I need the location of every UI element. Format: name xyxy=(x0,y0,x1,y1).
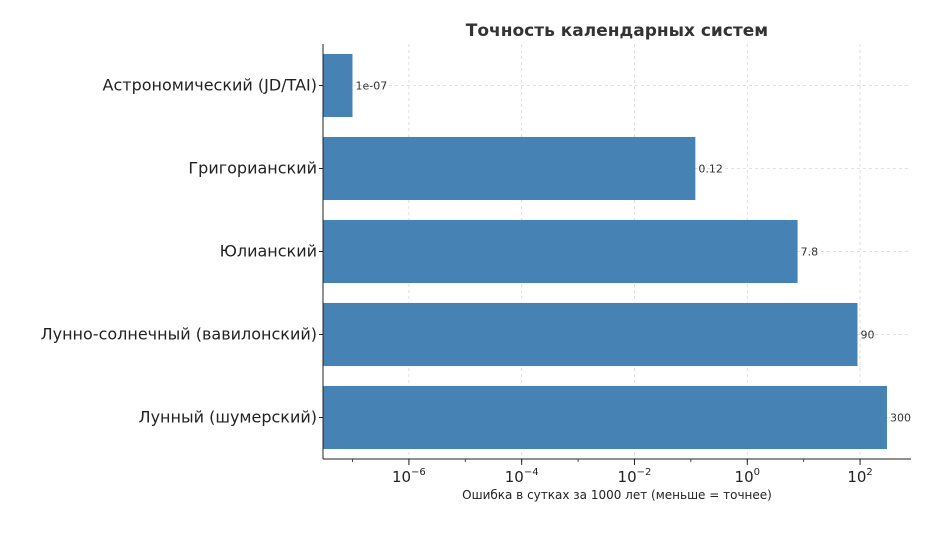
labels-layer: Астрономический (JD/TAI) 1e-07 Григорианск… xyxy=(41,76,911,487)
x-tick-label: 102 xyxy=(847,467,872,486)
x-tick-label: 10−6 xyxy=(392,467,426,486)
x-tick-exponent: −2 xyxy=(637,467,652,478)
x-tick-exponent: 0 xyxy=(754,467,760,478)
bar xyxy=(323,136,696,201)
bar xyxy=(323,302,858,367)
axes-layer xyxy=(319,44,911,465)
data-label: 300 xyxy=(890,412,911,425)
x-tick-label: 10−4 xyxy=(505,467,539,486)
category-label: Лунно-солнечный (вавилонский) xyxy=(41,325,317,344)
bar xyxy=(323,385,887,450)
category-label: Лунный (шумерский) xyxy=(139,408,317,427)
data-label: 7.8 xyxy=(801,246,819,259)
x-tick-base: 10 xyxy=(618,468,637,486)
x-axis-label: Ошибка в сутках за 1000 лет (меньше = то… xyxy=(462,488,772,502)
x-tick-exponent: −6 xyxy=(411,467,426,478)
x-tick-exponent: −4 xyxy=(524,467,539,478)
bars-layer xyxy=(323,53,887,450)
chart-title: Точность календарных систем xyxy=(466,21,768,41)
x-tick-label: 100 xyxy=(735,467,760,486)
data-label: 90 xyxy=(860,329,874,342)
category-label: Григорианский xyxy=(188,159,317,178)
x-tick-base: 10 xyxy=(735,468,754,486)
bar xyxy=(323,53,353,118)
category-label: Астрономический (JD/TAI) xyxy=(103,76,317,95)
category-label: Юлианский xyxy=(220,242,317,261)
data-label: 1e-07 xyxy=(355,80,387,93)
x-tick-base: 10 xyxy=(505,468,524,486)
bar xyxy=(323,219,798,284)
x-tick-exponent: 2 xyxy=(866,467,872,478)
data-label: 0.12 xyxy=(698,163,723,176)
x-tick-base: 10 xyxy=(847,468,866,486)
x-tick-label: 10−2 xyxy=(618,467,652,486)
x-tick-base: 10 xyxy=(392,468,411,486)
